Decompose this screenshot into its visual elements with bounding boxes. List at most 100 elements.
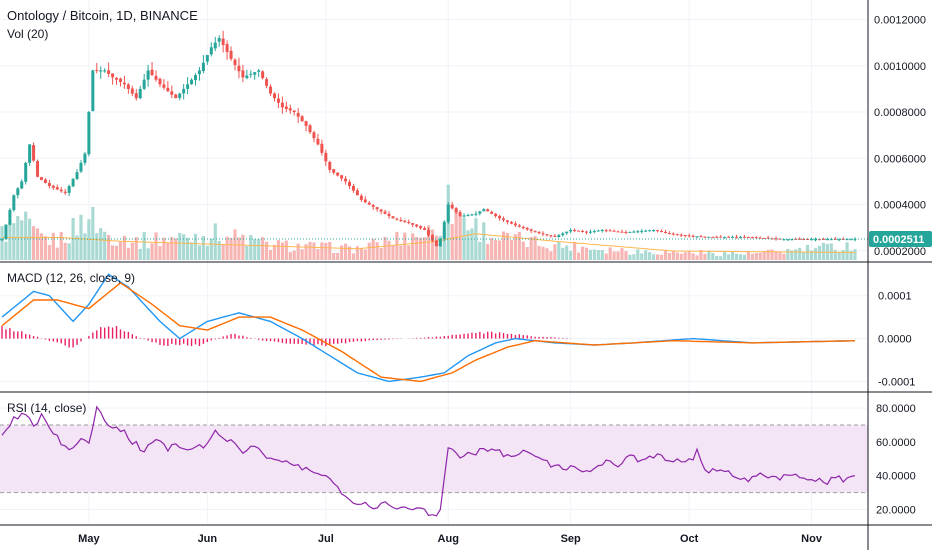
candle-body xyxy=(103,70,107,72)
rsi-axis-tick[interactable]: 60.0000 xyxy=(876,437,916,449)
macd-axis-tick[interactable]: -0.0001 xyxy=(878,376,915,388)
volume-bar xyxy=(592,249,596,260)
time-axis-label[interactable]: May xyxy=(78,533,100,545)
volume-bar xyxy=(628,254,632,260)
volume-bar xyxy=(691,253,695,260)
volume-bar xyxy=(778,252,782,260)
volume-bar xyxy=(363,249,367,260)
volume-bar xyxy=(667,252,671,260)
volume-bar xyxy=(268,249,273,260)
volume-bar xyxy=(205,245,209,260)
volume-bar xyxy=(426,225,431,260)
volume-bar xyxy=(802,252,806,260)
time-axis[interactable]: May Jun Jul Aug Sep Oct Nov xyxy=(78,533,823,545)
volume-bar xyxy=(620,248,624,260)
volume-bar xyxy=(699,249,703,260)
candle-body xyxy=(667,232,671,234)
price-axis-tick[interactable]: 0.0004000 xyxy=(874,200,926,212)
candle-body xyxy=(671,233,675,235)
volume-bar xyxy=(272,244,277,260)
volume-bar xyxy=(162,237,166,260)
volume-bar xyxy=(454,209,458,260)
price-axis-tick[interactable]: 0.0012000 xyxy=(874,15,926,27)
volume-bar xyxy=(59,232,63,260)
candle-body xyxy=(806,238,810,240)
volume-label[interactable]: Vol (20) xyxy=(7,27,48,41)
candle-body xyxy=(770,238,774,240)
volume-bar xyxy=(683,252,687,260)
candle-body xyxy=(608,230,612,232)
candle-body xyxy=(28,144,32,163)
time-axis-label[interactable]: Nov xyxy=(801,533,823,545)
candle-body xyxy=(363,199,367,203)
volume-bar xyxy=(474,218,478,260)
volume-bar xyxy=(28,218,32,260)
macd-line xyxy=(1,273,856,383)
rsi-axis-tick[interactable]: 40.0000 xyxy=(876,471,916,483)
candle-body xyxy=(541,233,545,235)
time-axis-label[interactable]: Oct xyxy=(680,533,699,545)
time-axis-label[interactable]: Sep xyxy=(561,533,581,545)
price-axis-tick[interactable]: 0.0010000 xyxy=(874,61,926,73)
candle-body xyxy=(391,216,395,219)
candle-body xyxy=(229,50,233,59)
candle-body xyxy=(328,161,332,170)
candle-body xyxy=(458,212,462,217)
volume-bar xyxy=(39,233,44,260)
volume-bar xyxy=(95,233,99,260)
candle-body xyxy=(715,236,719,238)
volume-bar xyxy=(399,245,403,260)
rsi-axis-tick[interactable]: 20.0000 xyxy=(876,504,916,516)
volume-bar xyxy=(4,241,8,260)
volume-bar xyxy=(450,224,454,260)
candle-body xyxy=(525,227,529,230)
rsi-label[interactable]: RSI (14, close) xyxy=(7,401,86,415)
macd-label[interactable]: MACD (12, 26, close, 9) xyxy=(7,271,135,285)
candle-body xyxy=(699,236,703,238)
price-axis-tick[interactable]: 0.0002000 xyxy=(874,246,926,258)
volume-bar xyxy=(679,253,683,260)
macd-axis-tick[interactable]: 0.0000 xyxy=(878,334,912,346)
volume-bar xyxy=(415,236,419,260)
volume-bar xyxy=(122,235,127,260)
volume-bar xyxy=(186,237,190,260)
candle-body xyxy=(36,161,40,177)
time-axis-label[interactable]: Aug xyxy=(438,533,459,545)
candle-body xyxy=(276,98,280,103)
candle-body xyxy=(656,230,660,232)
volume-bar xyxy=(150,243,154,260)
volume-bar xyxy=(178,232,182,260)
volume-bar xyxy=(655,254,660,260)
volume-bar xyxy=(841,249,845,260)
candle-body xyxy=(399,219,403,221)
volume-bar xyxy=(833,249,837,260)
candle-body xyxy=(87,112,91,155)
rsi-axis-tick[interactable]: 80.0000 xyxy=(876,403,916,415)
volume-bar xyxy=(813,248,818,260)
volume-bar xyxy=(671,250,675,260)
volume-bar xyxy=(0,226,4,260)
volume-bar xyxy=(723,252,727,260)
price-axis-tick[interactable]: 0.0008000 xyxy=(874,107,926,119)
candle-body xyxy=(233,59,237,66)
volume-bar xyxy=(138,248,142,260)
candle-body xyxy=(557,235,561,238)
volume-bar xyxy=(648,252,652,260)
volume-bar xyxy=(375,242,379,260)
candle-body xyxy=(735,236,739,238)
volume-bar xyxy=(588,249,592,260)
time-axis-label[interactable]: Jun xyxy=(198,533,218,545)
price-axis-tick[interactable]: 0.0006000 xyxy=(874,153,926,165)
symbol-title[interactable]: Ontology / Bitcoin, 1D, BINANCE xyxy=(7,8,198,23)
candle-body xyxy=(517,225,521,227)
candle-body xyxy=(67,186,71,193)
time-axis-label[interactable]: Jul xyxy=(318,533,334,545)
macd-axis-tick[interactable]: 0.0001 xyxy=(878,291,912,303)
rsi-pane xyxy=(0,405,868,517)
candle-body xyxy=(750,237,754,239)
candle-body xyxy=(415,224,419,227)
volume-bar xyxy=(265,241,269,260)
volume-bar xyxy=(221,244,225,260)
candle-body xyxy=(83,153,87,163)
candle-body xyxy=(197,70,201,75)
